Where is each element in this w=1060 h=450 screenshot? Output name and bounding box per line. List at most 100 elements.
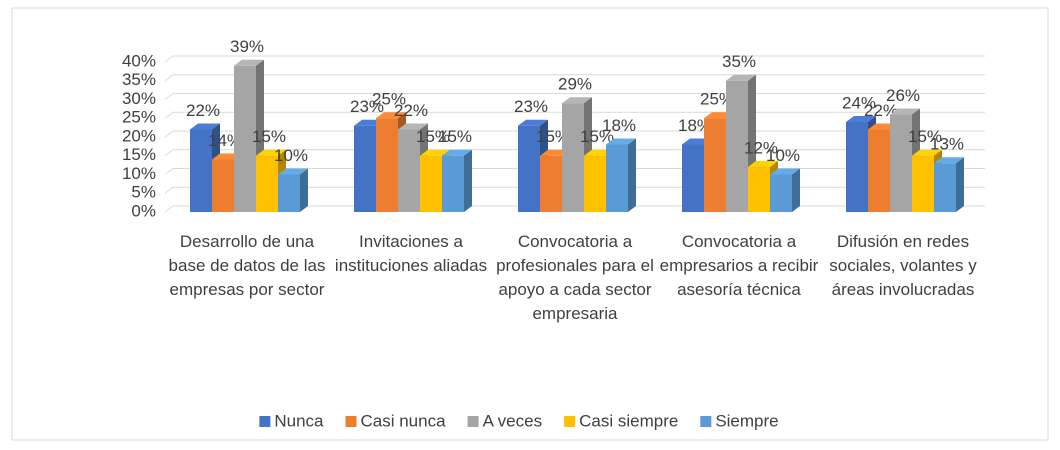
y-tick-label: 25% [122, 108, 156, 127]
bar-top [846, 116, 876, 122]
bar-front [518, 125, 540, 212]
data-label: 23% [514, 97, 548, 116]
data-label: 18% [602, 116, 636, 135]
legend-label: Nunca [274, 411, 324, 430]
data-label: 25% [372, 90, 406, 109]
bar-front [562, 103, 584, 212]
bar-top [562, 97, 592, 104]
bar-top [442, 149, 472, 156]
bar-top [234, 59, 264, 66]
data-label: 12% [744, 138, 778, 157]
data-label: 35% [722, 52, 756, 71]
data-label: 24% [842, 93, 876, 112]
grid-line [164, 74, 985, 82]
y-tick-label: 10% [122, 164, 156, 183]
data-label: 10% [274, 146, 308, 165]
bar-front [934, 163, 956, 212]
legend-label: A veces [483, 411, 543, 430]
bar-front [278, 174, 300, 212]
bar-front [442, 155, 464, 212]
bar [278, 168, 308, 212]
bar-top [934, 157, 964, 164]
legend-swatch [259, 416, 271, 427]
bar-front [704, 118, 726, 212]
legend-label: Siempre [715, 411, 778, 430]
bar-front [212, 159, 234, 212]
y-tick-label: 40% [122, 51, 156, 70]
bar-front [540, 155, 562, 212]
data-label: 23% [350, 97, 384, 116]
bar-front [376, 118, 398, 212]
data-label: 10% [766, 146, 800, 165]
data-label: 15% [908, 127, 942, 146]
bar [606, 138, 636, 212]
grid-line [164, 55, 985, 63]
data-label: 29% [558, 75, 592, 94]
x-tick-label: Desarrollo de una base de datos de las e… [168, 232, 326, 299]
bar-front [256, 155, 278, 212]
bar-top [748, 161, 778, 167]
x-tick-label: Difusión en redes sociales, volantes y á… [829, 232, 977, 299]
bar-top [278, 168, 308, 175]
bar-top [256, 149, 286, 156]
bar-front [354, 125, 376, 212]
x-tick-label: Convocatoria a profesionales para el apo… [496, 232, 654, 323]
data-label: 15% [416, 127, 450, 146]
bar-top [398, 123, 428, 130]
legend-swatch [700, 416, 712, 427]
bar-top [190, 123, 220, 130]
bar-top [770, 168, 800, 175]
data-label: 22% [394, 101, 428, 120]
data-label: 15% [536, 127, 570, 146]
legend-swatch [345, 416, 357, 427]
bar-top [726, 74, 756, 81]
bar-front [682, 144, 704, 212]
data-label: 22% [186, 101, 220, 120]
data-label: 26% [886, 86, 920, 105]
data-label: 13% [930, 135, 964, 154]
bar-front [190, 129, 212, 212]
y-tick-label: 35% [122, 70, 156, 89]
x-tick-label: Convocatoria a empresarios a recibir ase… [659, 232, 819, 299]
bar-front [890, 114, 912, 212]
bar-front [606, 144, 628, 212]
data-label: 15% [580, 127, 614, 146]
bar-front [770, 174, 792, 212]
bar-side [792, 168, 800, 212]
bar [442, 149, 472, 212]
grid-line [164, 93, 985, 100]
bar-top [890, 108, 920, 115]
bar-top [912, 149, 942, 156]
data-label: 14% [208, 131, 242, 150]
bar-side [464, 149, 472, 212]
y-tick-label: 0% [131, 201, 156, 220]
legend-label: Casi siempre [579, 411, 678, 430]
bar-front [726, 80, 748, 212]
bar-top [376, 112, 406, 119]
legend-swatch [564, 416, 576, 427]
bar [770, 168, 800, 212]
y-tick-label: 15% [122, 145, 156, 164]
y-tick-label: 20% [122, 126, 156, 145]
bar-side [628, 138, 636, 212]
data-label: 18% [678, 116, 712, 135]
data-label: 15% [438, 127, 472, 146]
data-label: 15% [252, 127, 286, 146]
bar-side [956, 157, 964, 212]
bar-side [300, 168, 308, 212]
data-label: 39% [230, 37, 264, 56]
bar-top [606, 138, 636, 145]
bar-front [748, 167, 770, 212]
bar-top [518, 119, 548, 126]
legend-swatch [467, 416, 479, 427]
x-tick-label: Invitaciones a instituciones aliadas [334, 232, 488, 275]
bar-front [912, 155, 934, 212]
bar [934, 157, 964, 212]
bar-front [234, 65, 256, 212]
bar-front [584, 155, 606, 212]
bar-front [846, 122, 868, 212]
bar-front [420, 155, 442, 212]
y-tick-label: 5% [131, 183, 156, 202]
